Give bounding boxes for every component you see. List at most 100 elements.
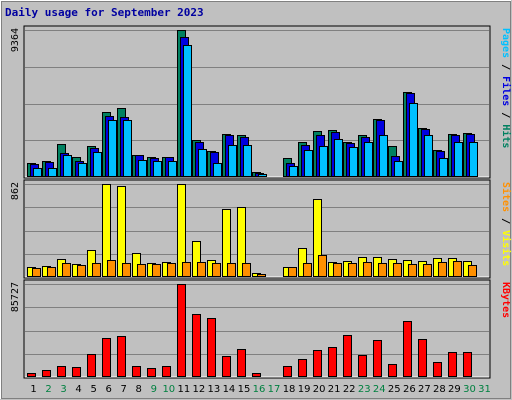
day-label-6: 6 — [105, 384, 111, 395]
legend-part: / — [500, 106, 511, 124]
day-label-11: 11 — [177, 384, 190, 395]
bar-kbytes-day-24 — [373, 340, 382, 377]
day-label-8: 8 — [136, 384, 142, 395]
bar-pages-day-27 — [424, 135, 433, 177]
bar-kbytes-day-14 — [222, 356, 231, 377]
day-label-13: 13 — [208, 384, 221, 395]
chart-panels: 9364 Pages / Files / Hits 862 Sites / Visit… — [10, 25, 512, 379]
bar-pages-day-9 — [153, 161, 162, 177]
bar-kbytes-day-10 — [162, 366, 171, 377]
bar-kbytes-day-12 — [192, 314, 201, 377]
chart-title: Daily usage for September 2023 — [5, 6, 204, 19]
bar-visits-day-14 — [222, 209, 231, 277]
right-legend-label: Sites / Visits — [500, 182, 512, 266]
bar-pages-day-18 — [289, 166, 298, 177]
bar-pages-day-30 — [469, 142, 478, 177]
legend-part: Hits — [500, 124, 512, 148]
legend-part: / — [500, 58, 511, 76]
day-label-25: 25 — [388, 384, 401, 395]
bar-sites-day-27 — [423, 264, 432, 277]
bar-kbytes-day-23 — [358, 355, 367, 377]
bar-kbytes-day-27 — [418, 339, 427, 377]
day-label-31: 31 — [478, 384, 491, 395]
day-label-10: 10 — [162, 384, 175, 395]
bar-pages-day-11 — [183, 45, 192, 177]
bar-kbytes-day-13 — [207, 318, 216, 377]
bar-kbytes-day-4 — [72, 367, 81, 377]
bar-pages-day-24 — [379, 135, 388, 177]
bar-sites-day-19 — [303, 263, 312, 277]
bar-kbytes-day-21 — [328, 347, 337, 377]
bar-pages-day-16 — [258, 174, 267, 177]
panel-hits-files-pages: 9364 Pages / Files / Hits — [10, 25, 512, 179]
legend-part: Sites — [500, 182, 512, 212]
bar-sites-day-15 — [242, 263, 251, 277]
bar-sites-day-29 — [453, 261, 462, 277]
bar-sites-day-22 — [348, 263, 357, 277]
day-label-9: 9 — [151, 384, 157, 395]
bar-pages-day-21 — [334, 139, 343, 177]
bar-sites-day-25 — [393, 263, 402, 277]
bar-sites-day-28 — [438, 262, 447, 277]
legend-part: Visits — [500, 230, 512, 266]
bar-sites-day-1 — [32, 268, 41, 277]
y-max-label: 85727 — [10, 282, 21, 312]
bar-kbytes-day-1 — [27, 373, 36, 377]
bar-pages-day-2 — [48, 168, 57, 177]
bar-visits-day-19 — [298, 248, 307, 277]
bar-visits-day-12 — [192, 241, 201, 277]
bar-kbytes-day-7 — [117, 336, 126, 377]
bar-pages-day-23 — [364, 142, 373, 177]
day-label-20: 20 — [313, 384, 326, 395]
bar-sites-day-3 — [62, 263, 71, 277]
day-label-23: 23 — [358, 384, 371, 395]
bar-pages-day-19 — [304, 150, 313, 177]
day-label-5: 5 — [90, 384, 96, 395]
bar-sites-day-4 — [77, 265, 86, 277]
day-label-24: 24 — [373, 384, 386, 395]
bar-kbytes-day-22 — [343, 335, 352, 377]
bar-sites-day-11 — [182, 262, 191, 277]
day-label-16: 16 — [253, 384, 266, 395]
bar-sites-day-24 — [378, 263, 387, 277]
bar-pages-day-14 — [228, 145, 237, 177]
bar-sites-day-21 — [333, 263, 342, 277]
bar-pages-day-22 — [349, 147, 358, 177]
day-label-3: 3 — [60, 384, 66, 395]
day-label-12: 12 — [193, 384, 206, 395]
bar-sites-day-13 — [212, 263, 221, 277]
day-label-1: 1 — [30, 384, 36, 395]
bar-visits-day-7 — [117, 186, 126, 277]
right-legend-label: Pages / Files / Hits — [500, 28, 512, 148]
bar-kbytes-day-28 — [433, 362, 442, 377]
panel-kbytes: 85727 KBytes — [10, 279, 511, 379]
bar-kbytes-day-29 — [448, 352, 457, 377]
bar-kbytes-day-15 — [237, 349, 246, 377]
bar-sites-day-6 — [107, 260, 116, 277]
day-label-18: 18 — [283, 384, 296, 395]
y-max-label: 9364 — [10, 28, 21, 52]
day-label-26: 26 — [403, 384, 416, 395]
bar-kbytes-day-18 — [283, 366, 292, 377]
legend-part: Files — [500, 76, 512, 106]
bar-kbytes-day-6 — [102, 338, 111, 377]
bar-kbytes-day-30 — [463, 352, 472, 377]
bar-kbytes-day-26 — [403, 321, 412, 377]
bar-visits-day-15 — [237, 207, 246, 277]
bar-pages-day-6 — [108, 120, 117, 177]
day-label-17: 17 — [268, 384, 281, 395]
bar-sites-day-26 — [408, 264, 417, 277]
bar-pages-day-7 — [123, 120, 132, 177]
day-label-4: 4 — [75, 384, 81, 395]
bar-kbytes-day-3 — [57, 366, 66, 377]
bar-pages-day-5 — [93, 152, 102, 177]
bar-sites-day-16 — [257, 274, 266, 277]
bar-sites-day-12 — [197, 262, 206, 277]
bar-kbytes-day-20 — [313, 350, 322, 377]
bar-pages-day-29 — [454, 142, 463, 177]
day-label-28: 28 — [433, 384, 446, 395]
day-label-29: 29 — [448, 384, 461, 395]
bar-sites-day-30 — [468, 265, 477, 277]
day-labels: 1 2 3 4 5 6 7 8 9 10 11 12 13 14 15 16 17 18 19 20 21 22 23 24 2… — [30, 384, 491, 395]
